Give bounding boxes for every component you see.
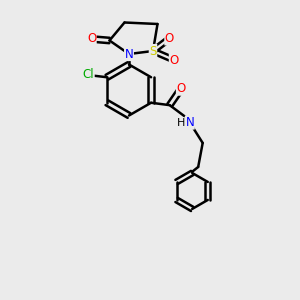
Text: O: O (169, 53, 178, 67)
Text: S: S (149, 44, 157, 58)
Text: O: O (176, 82, 186, 95)
Text: H: H (177, 118, 185, 128)
Text: O: O (165, 32, 174, 45)
Text: N: N (185, 116, 194, 129)
Text: O: O (87, 32, 96, 46)
Text: Cl: Cl (82, 68, 94, 81)
Text: N: N (124, 47, 134, 61)
